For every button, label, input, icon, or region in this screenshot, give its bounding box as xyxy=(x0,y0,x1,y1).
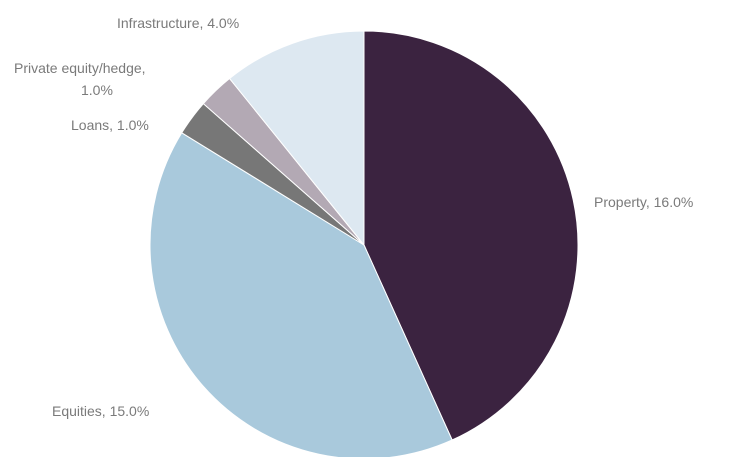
pie-slice-property xyxy=(363,30,579,441)
slice-label-infrastructure: Infrastructure, 4.0% xyxy=(117,15,239,31)
slice-label-loans: Loans, 1.0% xyxy=(71,117,149,133)
slice-label-property: Property, 16.0% xyxy=(594,194,693,210)
slice-label-private-equity-hedge-line-2: 1.0% xyxy=(81,82,113,98)
slice-label-private-equity-hedge-line-1: Private equity/hedge, xyxy=(14,60,146,76)
pie-slice-equities xyxy=(149,132,453,457)
pie-slice-infrastructure xyxy=(228,30,365,247)
slice-label-equities: Equities, 15.0% xyxy=(52,403,149,419)
pie-slices xyxy=(149,30,579,457)
